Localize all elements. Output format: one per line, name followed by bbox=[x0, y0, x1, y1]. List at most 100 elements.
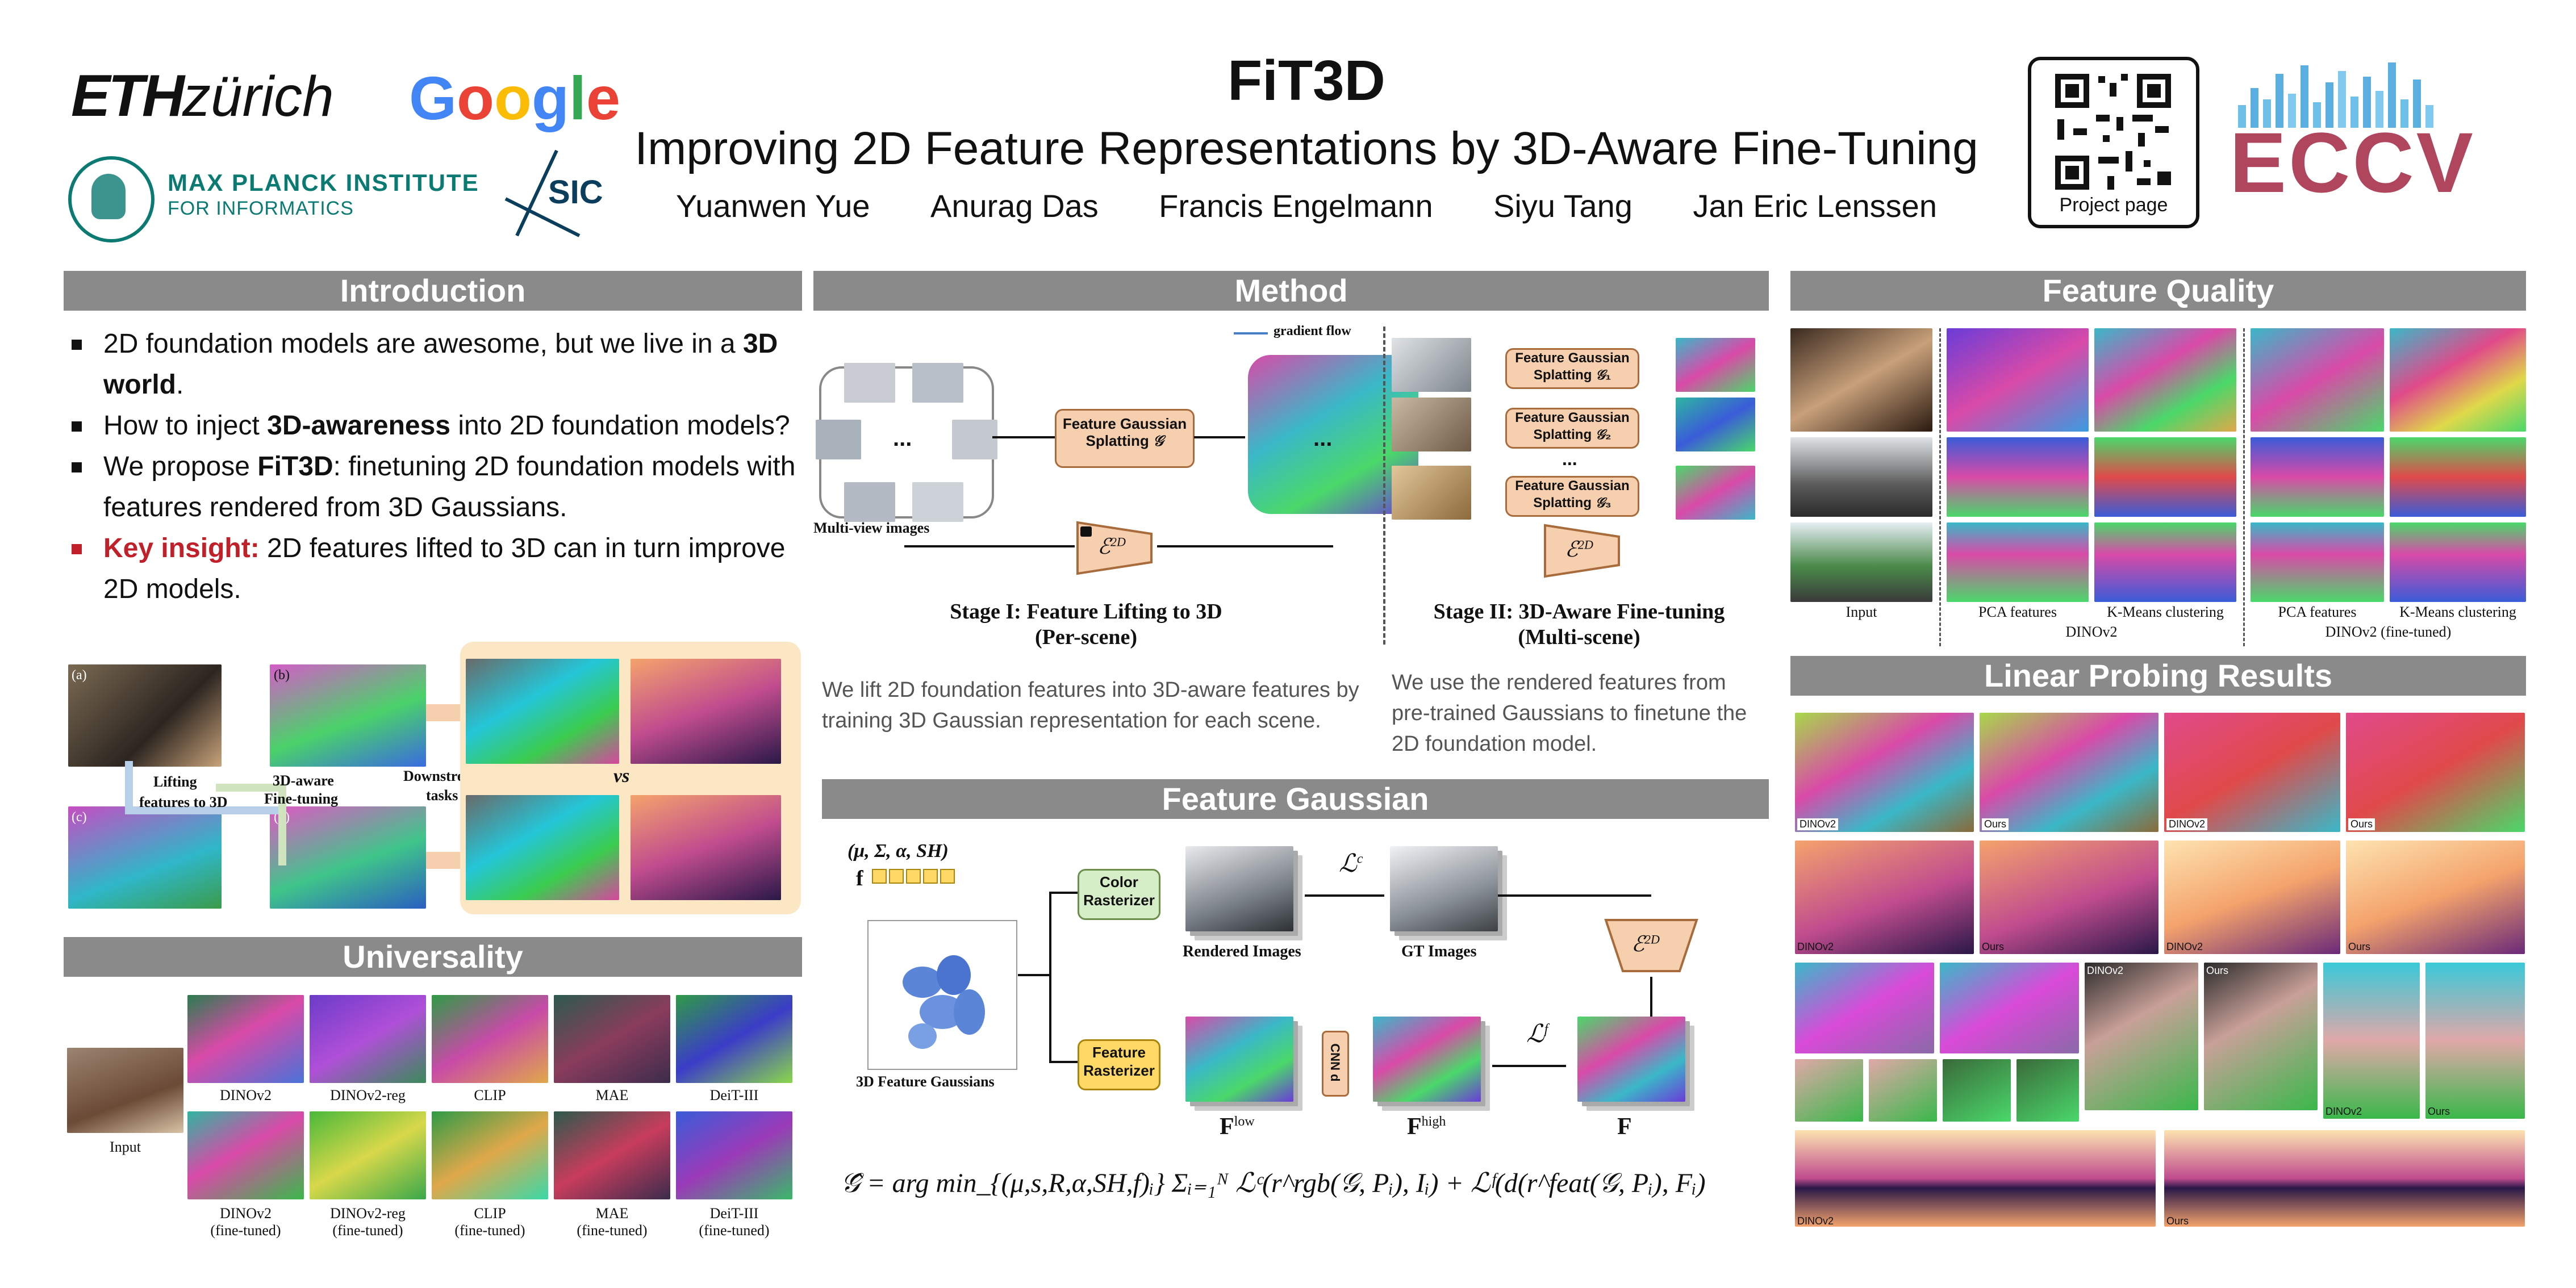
branch-line-top bbox=[1049, 892, 1078, 894]
lp-seg-6-dinov2 bbox=[1795, 1059, 1863, 1122]
seg-baseline bbox=[466, 659, 619, 764]
rendered-images-stack bbox=[1185, 846, 1293, 931]
uni-top-dinov2 bbox=[187, 995, 304, 1083]
seg-ours bbox=[466, 795, 619, 900]
stage2-title-1: Stage II: 3D-Aware Fine-tuning bbox=[1433, 600, 1725, 624]
gt-images-label: GT Images bbox=[1401, 943, 1477, 960]
gradient-flow-line bbox=[1234, 332, 1268, 334]
eccv-skyline-icon bbox=[2238, 60, 2477, 128]
lp-label-ours-5: Ours bbox=[2206, 965, 2229, 976]
lp-label-dinov2-4: DINOv2 bbox=[2166, 941, 2203, 952]
gaussians-caption: 3D Feature Gaussians bbox=[856, 1073, 995, 1090]
author-4: Siyu Tang bbox=[1493, 188, 1633, 224]
fq-ft-km-2 bbox=[2390, 437, 2526, 517]
branch-line-bottom bbox=[1049, 1061, 1078, 1063]
lp-depth-1-dinov2 bbox=[1795, 840, 1974, 954]
photo-a bbox=[68, 664, 222, 767]
feature-gaussian-heading: Feature Gaussian bbox=[822, 779, 1769, 819]
lp-label-dinov2-7: DINOv2 bbox=[1797, 1215, 1834, 1227]
lifting-label-2: features to 3D bbox=[139, 794, 228, 810]
fq-ft-pca-1 bbox=[2251, 328, 2384, 432]
stage2-img-2 bbox=[1392, 398, 1471, 451]
lp-label-ours-6: Ours bbox=[2428, 1106, 2450, 1117]
encoder-to-target-line bbox=[1650, 977, 1652, 1017]
fq-dinov2-ft-label: DINOv2 (fine-tuned) bbox=[2325, 624, 2452, 640]
uni-top-deit bbox=[676, 995, 792, 1083]
fq-ft-km-1 bbox=[2390, 328, 2526, 432]
multiview-label: Multi-view images bbox=[813, 520, 930, 536]
eth-logo-bold: ETH bbox=[71, 63, 185, 129]
branch-line-from-cube bbox=[1018, 974, 1049, 976]
fq-km-2 bbox=[2094, 437, 2236, 517]
fq-input-label: Input bbox=[1846, 604, 1877, 620]
arrow-to-top-tasks bbox=[426, 704, 460, 721]
lp-seg-7-ours bbox=[2016, 1059, 2079, 1122]
splat-box-stage1: Feature Gaussian Splatting 𝒢 bbox=[1055, 409, 1195, 468]
encoder-fg-label: ℰ2D bbox=[1631, 932, 1660, 956]
introduction-heading: Introduction bbox=[64, 271, 802, 311]
qr-code-icon bbox=[2053, 72, 2173, 192]
lp-depth-3-dinov2 bbox=[1795, 1130, 2156, 1227]
fq-pca-label: PCA features bbox=[1978, 604, 2057, 620]
encoder-stage2-icon bbox=[1544, 524, 1620, 578]
lp-label-dinov2-1: DINOv2 bbox=[1797, 818, 1839, 830]
multiview-ellipsis: ... bbox=[893, 426, 912, 451]
gt-to-encoder-line bbox=[1498, 894, 1651, 897]
gt-images-stack bbox=[1390, 846, 1498, 931]
uni-bottom-mae bbox=[554, 1111, 670, 1199]
stage2-feat-3 bbox=[1676, 466, 1755, 520]
feature-quality-heading: Feature Quality bbox=[1790, 271, 2526, 311]
branch-line-vertical bbox=[1049, 892, 1051, 1062]
stage1-title-2: (Per-scene) bbox=[1034, 625, 1138, 649]
uni-bottom-label-3: CLIP (fine-tuned) bbox=[454, 1205, 525, 1239]
fq-ft-km-label: K-Means clustering bbox=[2399, 604, 2516, 620]
uni-bottom-dinov2 bbox=[187, 1111, 304, 1199]
universality-input-label: Input bbox=[110, 1139, 141, 1155]
fq-divider-1 bbox=[1939, 328, 1941, 646]
lp-label-ours-3: Ours bbox=[1982, 941, 2005, 952]
splat-box-stage2-1: Feature Gaussian Splatting 𝒢₁ bbox=[1505, 348, 1639, 389]
eth-logo: ETHzürich bbox=[71, 62, 334, 129]
feature-ring-ellipsis: ... bbox=[1313, 426, 1333, 451]
aware-label-2: Fine-tuning bbox=[264, 791, 339, 807]
encoder-stage2-label: ℰ2D bbox=[1565, 537, 1593, 562]
lp-label-ours-7: Ours bbox=[2166, 1215, 2189, 1227]
f-high-label: Fhigh bbox=[1407, 1114, 1446, 1140]
stage2-img-1 bbox=[1392, 338, 1471, 392]
finetune-arrow bbox=[216, 784, 286, 865]
intro-bullets: 2D foundation models are awesome, but we… bbox=[64, 324, 808, 610]
uni-top-label-3: CLIP bbox=[474, 1087, 506, 1103]
loss-c-label: ℒc bbox=[1339, 850, 1363, 877]
cnn-box: CNN d bbox=[1322, 1031, 1349, 1097]
fq-km-label: K-Means clustering bbox=[2107, 604, 2224, 620]
intro-bullet-3: We propose FiT3D: finetuning 2D foundati… bbox=[64, 446, 808, 528]
uni-top-label-4: MAE bbox=[595, 1087, 629, 1103]
universality-input-image bbox=[67, 1048, 183, 1133]
uni-bottom-label-1: DINOv2 (fine-tuned) bbox=[210, 1205, 281, 1239]
enc-stage1-line-right bbox=[1157, 545, 1333, 547]
color-rasterizer-box: Color Rasterizer bbox=[1078, 869, 1160, 920]
encoder-stage1-icon bbox=[1076, 521, 1153, 575]
feature-gaussian-diagram: (μ, Σ, α, SH) f 3D Feature Gaussians Col… bbox=[822, 829, 1769, 1147]
lp-depth-3-ours bbox=[2164, 1130, 2525, 1227]
intro-bullet-key-insight: Key insight: 2D features lifted to 3D ca… bbox=[64, 528, 808, 610]
uni-top-clip bbox=[432, 995, 548, 1083]
optimization-equation: 𝒢̂ = arg min_{(μ,s,R,α,SH,f)ᵢ} Σᵢ₌₁ᴺ ℒᶜ(… bbox=[841, 1168, 1706, 1198]
lp-seg-5-dinov2 bbox=[2323, 963, 2420, 1119]
fq-ft-km-3 bbox=[2390, 522, 2526, 602]
qr-caption: Project page bbox=[2059, 194, 2168, 216]
lp-label-ours-2: Ours bbox=[2348, 818, 2375, 830]
qr-code-card[interactable]: Project page bbox=[2028, 57, 2199, 228]
stage2-feat-1 bbox=[1676, 338, 1755, 392]
downstream-panel: vs bbox=[460, 642, 801, 914]
stage1-title-1: Stage I: Feature Lifting to 3D bbox=[950, 600, 1222, 624]
lp-seg-4-dinov2 bbox=[2085, 963, 2198, 1110]
stage1-diagram: ... Multi-view images Feature Gaussian Sp… bbox=[813, 315, 1418, 656]
arrow-to-bottom-tasks bbox=[426, 852, 460, 869]
fq-pca-1 bbox=[1947, 328, 2089, 432]
fq-ft-pca-3 bbox=[2251, 522, 2384, 602]
author-1: Yuanwen Yue bbox=[676, 188, 870, 224]
enc-stage1-line-left bbox=[904, 545, 1075, 547]
splat-box-stage2-3: Feature Gaussian Splatting 𝒢₃ bbox=[1505, 476, 1639, 517]
fq-ft-pca-label: PCA features bbox=[2278, 604, 2357, 620]
